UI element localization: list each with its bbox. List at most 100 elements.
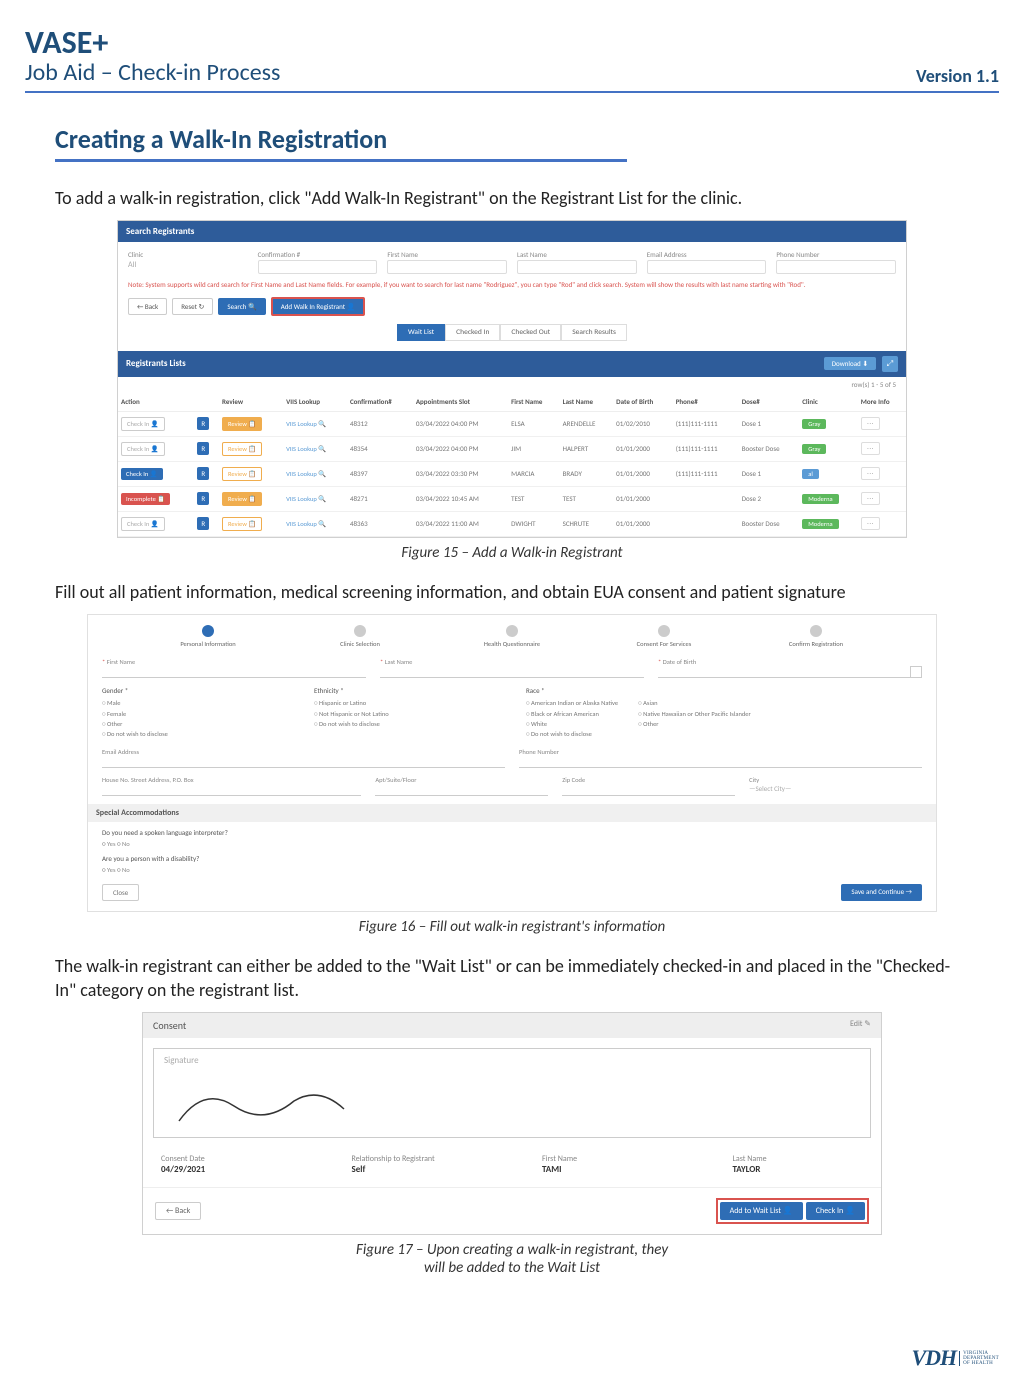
- last-name-input[interactable]: [380, 666, 644, 678]
- r-badge[interactable]: R: [197, 467, 209, 480]
- figure-16: Personal InformationClinic SelectionHeal…: [87, 614, 937, 912]
- city-select[interactable]: —Select City—: [749, 784, 791, 793]
- add-wait-list-button[interactable]: Add to Wait List 👤: [720, 1202, 803, 1220]
- disability-options[interactable]: ○ Yes ○ No: [102, 866, 922, 874]
- radio-option[interactable]: Native Hawaiian or Other Pacific Islande…: [638, 709, 751, 719]
- radio-option[interactable]: American Indian or Alaska Native: [526, 698, 618, 708]
- check-in-button[interactable]: Check In 👤: [806, 1202, 865, 1220]
- clinic-badge: Gray: [802, 444, 826, 454]
- radio-option[interactable]: Asian: [638, 698, 751, 708]
- radio-option[interactable]: Female: [102, 709, 300, 719]
- viis-lookup-link[interactable]: VIIS Lookup 🔍: [286, 495, 326, 503]
- back-button[interactable]: ← Back: [128, 298, 167, 315]
- email-input[interactable]: [102, 756, 505, 768]
- clinic-value[interactable]: All: [128, 260, 248, 270]
- consent-info-field: Consent Date04/29/2021: [161, 1154, 292, 1175]
- tab-checked-out[interactable]: Checked Out: [500, 324, 561, 341]
- first-name-input[interactable]: [387, 260, 507, 274]
- radio-option[interactable]: White: [526, 719, 618, 729]
- step-label: Health Questionnaire: [436, 640, 588, 648]
- confirmation-input[interactable]: [258, 260, 378, 274]
- last-name-label: Last Name: [380, 658, 644, 666]
- r-badge[interactable]: R: [197, 517, 209, 530]
- radio-option[interactable]: Black or African American: [526, 709, 618, 719]
- add-walkin-button[interactable]: Add Walk In Registrant 👤: [271, 297, 366, 316]
- radio-option[interactable]: Other: [638, 719, 751, 729]
- email-label: Email Address: [102, 748, 505, 756]
- more-info-button[interactable]: ⋯: [861, 467, 880, 480]
- phone-input[interactable]: [776, 260, 896, 274]
- info-value: TAYLOR: [733, 1164, 864, 1175]
- city-label: City: [749, 776, 922, 784]
- calendar-icon[interactable]: [910, 666, 922, 678]
- first-name-cell: ELSA: [508, 411, 560, 436]
- back-button[interactable]: ← Back: [155, 1202, 201, 1220]
- r-badge[interactable]: R: [197, 492, 209, 505]
- action-button[interactable]: Incomplete 📋: [121, 493, 170, 505]
- progress-step[interactable]: Health Questionnaire: [436, 625, 588, 648]
- page-header: VASE+ Job Aid – Check-in Process Version…: [25, 25, 999, 93]
- viis-lookup-link[interactable]: VIIS Lookup 🔍: [286, 420, 326, 428]
- dose-cell: Dose 1: [739, 411, 799, 436]
- review-button[interactable]: Review 📋: [222, 517, 262, 531]
- radio-option[interactable]: Not Hispanic or Not Latino: [314, 709, 512, 719]
- email-input[interactable]: [647, 260, 767, 274]
- edit-button[interactable]: Edit ✎: [850, 1019, 871, 1032]
- figure-16-caption: Figure 16 – Fill out walk-in registrant'…: [25, 918, 999, 936]
- radio-option[interactable]: Do not wish to disclose: [102, 729, 300, 739]
- dob-label: Date of Birth: [658, 658, 922, 666]
- viis-lookup-link[interactable]: VIIS Lookup 🔍: [286, 470, 326, 478]
- tab-wait-list[interactable]: Wait List: [397, 324, 445, 341]
- first-name-input[interactable]: [102, 666, 366, 678]
- radio-option[interactable]: Do not wish to disclose: [526, 729, 618, 739]
- radio-option[interactable]: Hispanic or Latino: [314, 698, 512, 708]
- action-button[interactable]: Check In 👤: [121, 417, 165, 431]
- review-button[interactable]: Review 📋: [222, 492, 262, 506]
- more-info-button[interactable]: ⋯: [861, 442, 880, 455]
- radio-option[interactable]: Other: [102, 719, 300, 729]
- expand-icon[interactable]: ⤢: [882, 356, 898, 372]
- viis-lookup-link[interactable]: VIIS Lookup 🔍: [286, 520, 326, 528]
- download-button[interactable]: Download ⬇: [824, 357, 876, 370]
- action-button[interactable]: Check In 👤: [121, 442, 165, 456]
- reset-button[interactable]: Reset ↻: [172, 298, 213, 315]
- progress-step[interactable]: Consent For Services: [588, 625, 740, 648]
- close-button[interactable]: Close: [102, 884, 139, 901]
- phone-input[interactable]: [519, 756, 922, 768]
- viis-lookup-link[interactable]: VIIS Lookup 🔍: [286, 445, 326, 453]
- progress-step[interactable]: Personal Information: [132, 625, 284, 648]
- save-continue-button[interactable]: Save and Continue →: [841, 884, 922, 901]
- progress-step[interactable]: Clinic Selection: [284, 625, 436, 648]
- table-column-header: Phone#: [673, 392, 739, 412]
- more-info-button[interactable]: ⋯: [861, 492, 880, 505]
- r-badge[interactable]: R: [197, 417, 209, 430]
- action-button[interactable]: Check In 👤: [121, 468, 163, 480]
- slot-cell: 03/04/2022 04:00 PM: [413, 436, 508, 461]
- r-badge[interactable]: R: [197, 442, 209, 455]
- info-value: Self: [352, 1164, 483, 1175]
- zip-input[interactable]: [562, 784, 735, 796]
- review-button[interactable]: Review 📋: [222, 442, 262, 456]
- more-info-button[interactable]: ⋯: [861, 517, 880, 530]
- interpreter-options[interactable]: ○ Yes ○ No: [102, 840, 922, 848]
- signature-box[interactable]: Signature: [153, 1048, 871, 1138]
- radio-option[interactable]: Male: [102, 698, 300, 708]
- tab-search-results[interactable]: Search Results: [561, 324, 627, 341]
- more-info-button[interactable]: ⋯: [861, 417, 880, 430]
- dob-input[interactable]: [658, 666, 922, 678]
- search-button[interactable]: Search 🔍: [218, 298, 265, 315]
- phone-label: Phone Number: [519, 748, 922, 756]
- action-button[interactable]: Check In 👤: [121, 517, 165, 531]
- address-input[interactable]: [102, 784, 361, 796]
- review-button[interactable]: Review 📋: [222, 417, 262, 431]
- tab-checked-in[interactable]: Checked In: [445, 324, 500, 341]
- progress-steps: Personal InformationClinic SelectionHeal…: [102, 625, 922, 648]
- apt-input[interactable]: [375, 784, 548, 796]
- dose-cell: Dose 2: [739, 486, 799, 511]
- last-name-input[interactable]: [517, 260, 637, 274]
- dob-cell: 01/01/2000: [613, 486, 673, 511]
- review-button[interactable]: Review 📋: [222, 467, 262, 481]
- progress-step[interactable]: Confirm Registration: [740, 625, 892, 648]
- paragraph-1: To add a walk-in registration, click "Ad…: [55, 186, 969, 210]
- radio-option[interactable]: Do not wish to disclose: [314, 719, 512, 729]
